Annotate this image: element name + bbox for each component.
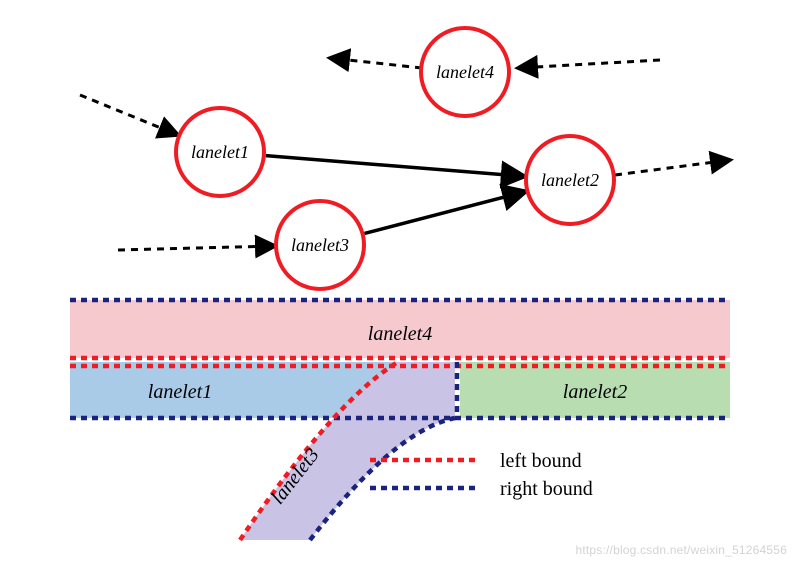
node-lanelet3-label: lanelet3 [291, 235, 349, 255]
node-lanelet4-label: lanelet4 [436, 62, 494, 82]
dashed-arrow-3 [518, 60, 660, 68]
lane1-label: lanelet1 [148, 381, 212, 403]
dashed-arrow-0 [80, 95, 178, 135]
legend-label-left: left bound [500, 450, 582, 472]
edge-lanelet1-lanelet2 [266, 156, 524, 177]
dashed-arrow-2 [118, 246, 275, 250]
edge-lanelet3-lanelet2 [365, 192, 526, 234]
legend: left bound right bound [370, 450, 593, 500]
legend-label-right: right bound [500, 478, 593, 500]
node-lanelet2-label: lanelet2 [541, 170, 599, 190]
lanelet-diagram: lanelet4 lanelet1 lanelet2 lanelet3 lanelet… [0, 0, 795, 563]
lane4-label: lanelet4 [368, 323, 432, 345]
lane2-label: lanelet2 [563, 381, 627, 403]
dashed-arrow-1 [615, 160, 730, 175]
watermark: https://blog.csdn.net/weixin_51264556 [575, 543, 787, 557]
graph-nodes: lanelet1 lanelet2 lanelet3 lanelet4 [176, 28, 614, 289]
dashed-arrow-4 [330, 58, 422, 68]
node-lanelet1-label: lanelet1 [191, 142, 249, 162]
